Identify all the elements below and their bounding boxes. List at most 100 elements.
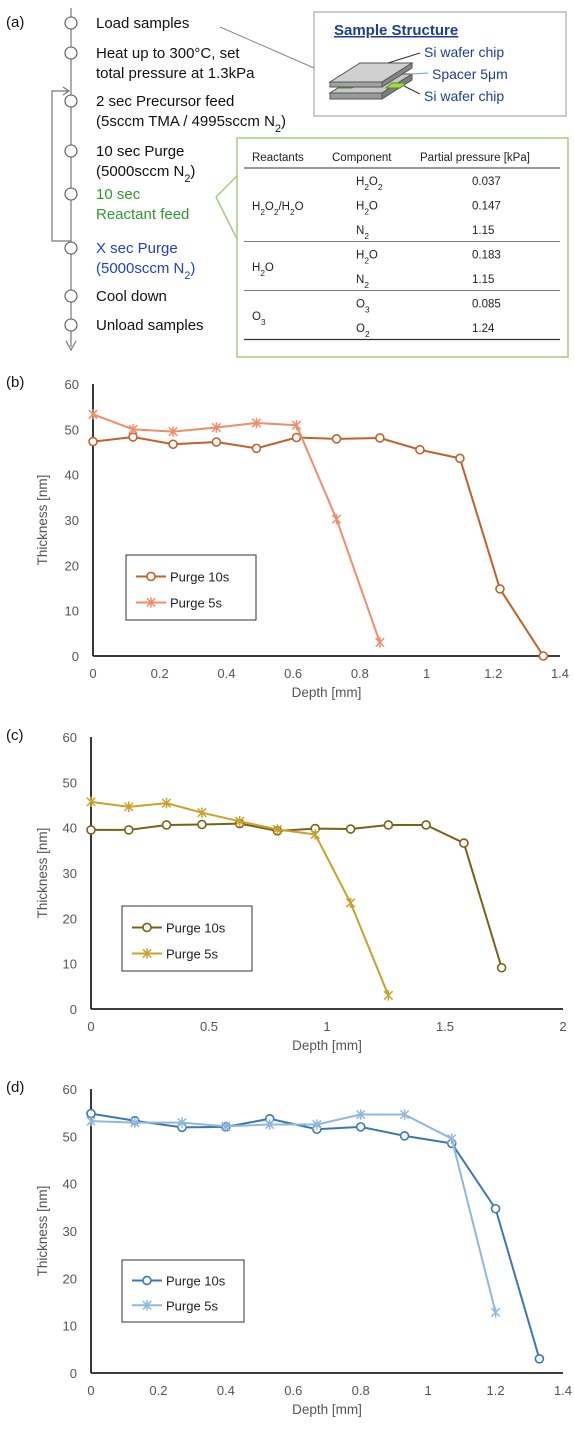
- x-tick-label: 0.8: [351, 666, 369, 681]
- x-tick-label: 1.5: [436, 1019, 454, 1034]
- data-point: [86, 1115, 96, 1127]
- step-marker: [64, 187, 78, 201]
- table-reactant-cell-part: O: [265, 201, 274, 213]
- sample-structure-box: [313, 11, 567, 117]
- table-component-cell-part: 2: [378, 183, 383, 192]
- step-label: total pressure at 1.3kPa: [96, 65, 255, 82]
- x-tick-label: 0.6: [284, 666, 302, 681]
- table-component-cell: N2: [356, 225, 369, 241]
- x-axis-title: Depth [mm]: [292, 1038, 362, 1053]
- x-tick-label: 0.5: [200, 1019, 218, 1034]
- x-tick-label: 0.2: [151, 666, 169, 681]
- data-point: [490, 1203, 501, 1214]
- table-pressure-cell: 0.183: [472, 250, 501, 262]
- table-component-cell-part: 3: [365, 305, 370, 314]
- table-reactant-cell-part: /H: [278, 201, 290, 213]
- y-tick-label: 20: [63, 1271, 77, 1286]
- table-pressure-cell: 1.15: [472, 274, 494, 286]
- table-component-cell: N2: [356, 274, 369, 290]
- x-tick-label: 0: [89, 666, 96, 681]
- process-steps: Load samples Heat up to 300°C, set total p…: [64, 15, 286, 334]
- table-header-cell: Partial pressure [kPa]: [420, 152, 530, 164]
- step-label-part: (5sccm TMA / 4995sccm N: [96, 113, 275, 130]
- data-point: [264, 1119, 275, 1130]
- step-label: 10 sec: [96, 186, 141, 203]
- data-point: [345, 897, 356, 909]
- y-tick-label: 10: [63, 1319, 77, 1334]
- table-reactant-cell: O3: [252, 311, 266, 327]
- y-tick-label: 50: [63, 775, 77, 790]
- data-point: [534, 1354, 545, 1364]
- data-point: [211, 422, 222, 433]
- data-point: [383, 990, 394, 1001]
- data-point: [375, 433, 385, 443]
- table-component-cell-part: O: [356, 299, 365, 311]
- step-label-part: ): [281, 113, 286, 130]
- y-tick-label: 0: [72, 649, 79, 664]
- data-point: [161, 797, 172, 809]
- data-point: [128, 424, 138, 435]
- step-label: 2 sec Precursor feed: [96, 93, 234, 110]
- step-label-line2: (5sccm TMA / 4995sccm N2): [96, 113, 286, 135]
- step-label-part: 2: [184, 270, 190, 282]
- step-marker: [64, 289, 78, 303]
- label-top-chip: Si wafer chip: [424, 44, 504, 60]
- data-point: [375, 637, 385, 648]
- legend-label: Purge 10s: [166, 1273, 226, 1288]
- data-point: [496, 962, 507, 973]
- x-tick-label: 1.2: [484, 666, 502, 681]
- legend-label: Purge 5s: [170, 595, 223, 610]
- x-tick-label: 0: [87, 1383, 94, 1398]
- data-point: [459, 838, 469, 848]
- step-marker: [64, 46, 78, 60]
- series-line: [91, 822, 503, 969]
- step-label: Unload samples: [96, 317, 204, 334]
- leader-bottom-chip: [403, 85, 421, 95]
- leader-spacer: [409, 72, 429, 75]
- reactant-table: Reactants Component Partial pressure [kPa]…: [215, 137, 569, 358]
- data-point: [455, 453, 465, 464]
- y-axis-title: Thickness [nm]: [35, 828, 50, 919]
- table-component-cell: O3: [356, 299, 370, 315]
- data-point: [310, 829, 320, 840]
- step-marker: [64, 241, 78, 255]
- legend-marker: [142, 922, 152, 933]
- data-point: [355, 1109, 366, 1120]
- x-tick-label: 1.4: [554, 1383, 572, 1398]
- table-header-cell: Reactants: [252, 152, 304, 164]
- x-tick-label: 0: [87, 1019, 94, 1034]
- table-component-cell-part: O: [369, 201, 378, 213]
- panel-a: (a) Load samples Heat up to 300°C, set tot…: [6, 8, 569, 358]
- leader-top-chip: [387, 52, 421, 64]
- data-point: [197, 819, 207, 830]
- chip-bottom-front: [329, 92, 383, 100]
- data-point: [447, 1133, 457, 1144]
- data-point: [421, 820, 431, 830]
- spacer-right: [384, 82, 408, 89]
- panel-label-b: (b): [6, 374, 24, 391]
- data-point: [355, 1122, 366, 1132]
- y-tick-label: 50: [65, 422, 79, 437]
- panel-label-c: (c): [6, 727, 24, 744]
- y-tick-label: 40: [63, 1177, 77, 1192]
- legend: Purge 10s Purge 5s: [125, 554, 257, 621]
- data-point: [291, 420, 302, 431]
- legend-marker: [146, 597, 156, 608]
- legend-box: [121, 1259, 245, 1323]
- x-axis-title: Depth [mm]: [292, 1402, 362, 1417]
- y-tick-label: 40: [65, 468, 79, 483]
- step-marker: [64, 318, 78, 332]
- data-point: [251, 417, 262, 429]
- y-tick-label: 10: [65, 604, 79, 619]
- table-component-cell: O2: [356, 323, 370, 339]
- step-label: Cool down: [96, 288, 167, 305]
- legend: Purge 10s Purge 5s: [121, 905, 253, 972]
- sample-structure: Sample Structure Si wafer chip Spacer 5μ…: [313, 11, 567, 117]
- data-point: [291, 432, 302, 443]
- table-reactant-cell: H2O: [252, 262, 274, 278]
- table-component-cell-part: H: [356, 176, 364, 188]
- panel-label-d: (d): [6, 1079, 24, 1096]
- data-point: [161, 820, 172, 830]
- panel-label-a: (a): [6, 14, 24, 31]
